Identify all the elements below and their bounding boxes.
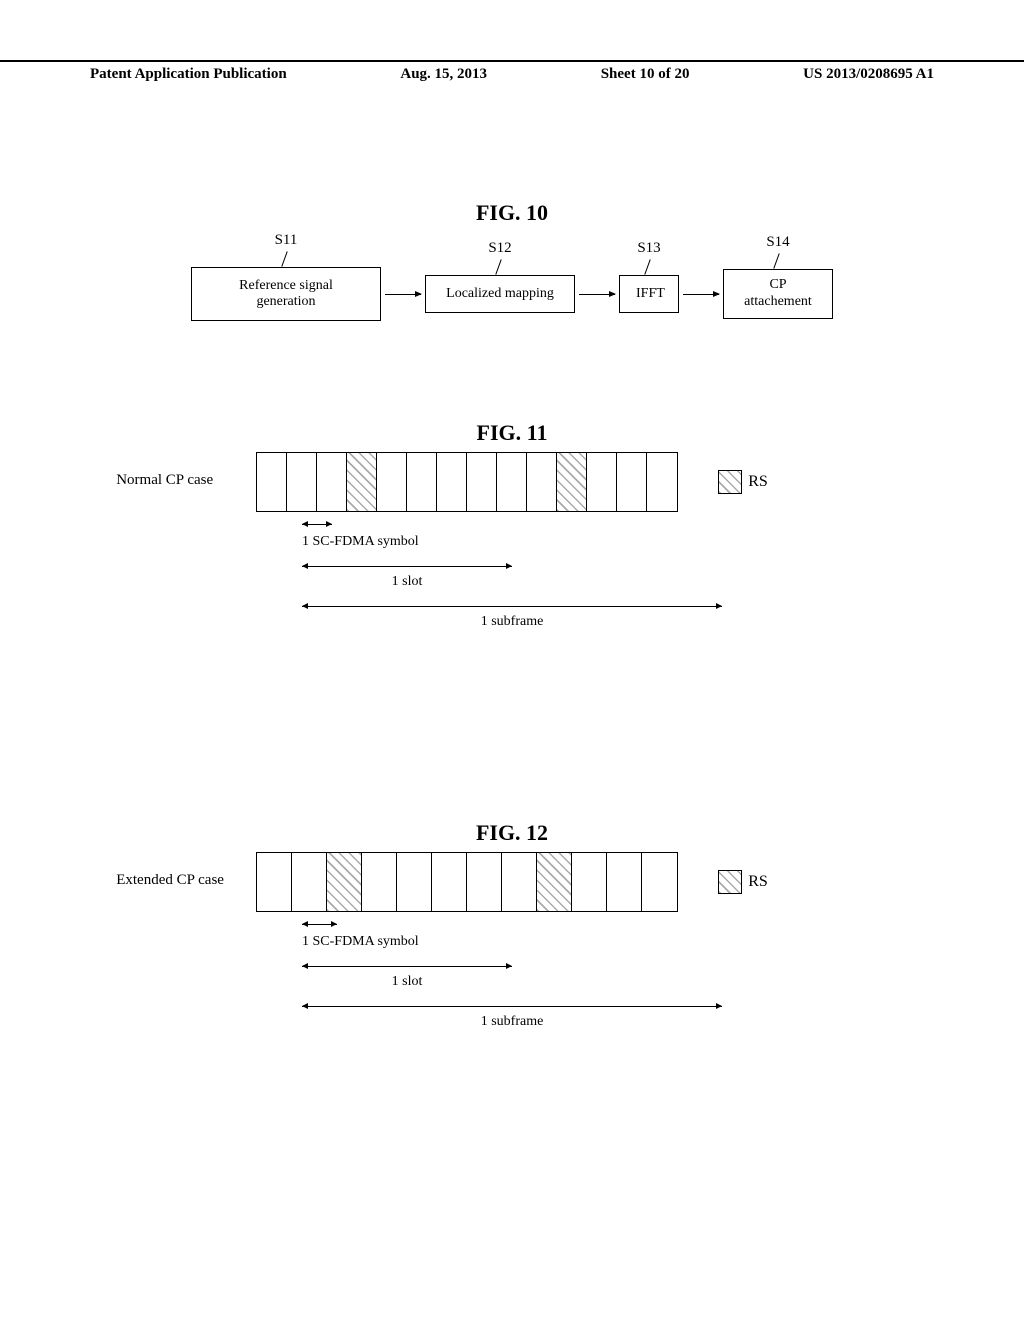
flow-step-id: S12: [488, 240, 511, 257]
leader-line: [637, 261, 661, 275]
publication-type: Patent Application Publication: [90, 62, 287, 83]
symbol: [377, 453, 407, 511]
rs-legend-label: RS: [748, 873, 768, 891]
rs-symbol: [537, 853, 572, 911]
symbol: [317, 453, 347, 511]
flow-step: S12 Localized mapping: [425, 240, 575, 313]
rs-legend-label: RS: [748, 473, 768, 491]
flow-step: S11 Reference signal generation: [191, 232, 381, 321]
publication-number: US 2013/0208695 A1: [803, 62, 934, 83]
dimension-arrow-symbol: [302, 518, 332, 530]
slot-label: 1 slot: [302, 574, 512, 590]
symbol: [527, 453, 557, 511]
rs-symbol: [327, 853, 362, 911]
page-header: Patent Application Publication Aug. 15, …: [0, 60, 1024, 83]
symbol: [467, 453, 497, 511]
symbol: [397, 853, 432, 911]
rs-legend: RS: [718, 470, 768, 494]
sheet-number: Sheet 10 of 20: [601, 62, 690, 83]
flow-step-id: S14: [766, 234, 789, 251]
dimension-arrow-slot: [302, 560, 512, 572]
leader-line: [766, 255, 790, 269]
symbol: [642, 853, 677, 911]
subframe-diagram: Normal CP case RS: [256, 452, 768, 512]
flow-row: S11 Reference signal generation S12 Localiz…: [0, 232, 1024, 321]
dimension-arrow-symbol: [302, 918, 337, 930]
symbol: [467, 853, 502, 911]
dimension-arrow-slot: [302, 960, 512, 972]
flow-step: S14 CPattachement: [723, 234, 833, 319]
rs-legend: RS: [718, 870, 768, 894]
symbol: [287, 453, 317, 511]
symbol: [617, 453, 647, 511]
symbol: [437, 453, 467, 511]
dimension-arrow-subframe: [302, 600, 722, 612]
symbol: [587, 453, 617, 511]
subframe-diagram: Extended CP case RS: [256, 852, 768, 912]
slot-label: 1 slot: [302, 974, 512, 990]
symbol: [497, 453, 527, 511]
flow-box: CPattachement: [723, 269, 833, 319]
rs-legend-swatch: [718, 870, 742, 894]
flow-box: Localized mapping: [425, 275, 575, 313]
rs-symbol: [347, 453, 377, 511]
flow-step-id: S13: [637, 240, 660, 257]
leader-line: [488, 261, 512, 275]
flow-box: Reference signal generation: [191, 267, 381, 321]
dimension-labels: 1 SC-FDMA symbol 1 slot 1 subframe: [302, 918, 722, 1030]
publication-date: Aug. 15, 2013: [400, 62, 487, 83]
symbol: [362, 853, 397, 911]
subframe-label: 1 subframe: [302, 614, 722, 630]
symbol: [257, 853, 292, 911]
rs-legend-swatch: [718, 470, 742, 494]
symbol: [502, 853, 537, 911]
symbol: [432, 853, 467, 911]
symbol: [292, 853, 327, 911]
figure-title: FIG. 11: [477, 420, 548, 446]
figure-12: FIG. 12 Extended CP case RS 1 SC-FDMA sy…: [0, 820, 1024, 1030]
flow-step-id: S11: [275, 232, 298, 249]
flow-arrow: [579, 294, 615, 295]
dimension-labels: 1 SC-FDMA symbol 1 slot 1 subframe: [302, 518, 722, 630]
figure-10: FIG. 10 S11Reference signal generationS1…: [0, 200, 1024, 321]
figure-title: FIG. 10: [0, 200, 1024, 226]
subframe-label: 1 subframe: [302, 1014, 722, 1030]
figure-11: FIG. 11 Normal CP case RS 1 SC-FDMA symb…: [0, 420, 1024, 630]
symbol: [647, 453, 677, 511]
figure-title: FIG. 12: [476, 820, 548, 846]
rs-symbol: [557, 453, 587, 511]
symbol: [257, 453, 287, 511]
symbol-grid: [256, 452, 678, 512]
scfdma-label: 1 SC-FDMA symbol: [302, 534, 722, 550]
symbol: [407, 453, 437, 511]
flow-step: S13 IFFT: [619, 240, 679, 313]
flow-arrow: [385, 294, 421, 295]
leader-line: [274, 253, 298, 267]
flow-arrow: [683, 294, 719, 295]
scfdma-label: 1 SC-FDMA symbol: [302, 934, 722, 950]
symbol: [572, 853, 607, 911]
symbol-grid: [256, 852, 678, 912]
dimension-arrow-subframe: [302, 1000, 722, 1012]
case-label: Normal CP case: [116, 472, 213, 489]
flow-box: IFFT: [619, 275, 679, 313]
symbol: [607, 853, 642, 911]
case-label: Extended CP case: [116, 872, 224, 889]
